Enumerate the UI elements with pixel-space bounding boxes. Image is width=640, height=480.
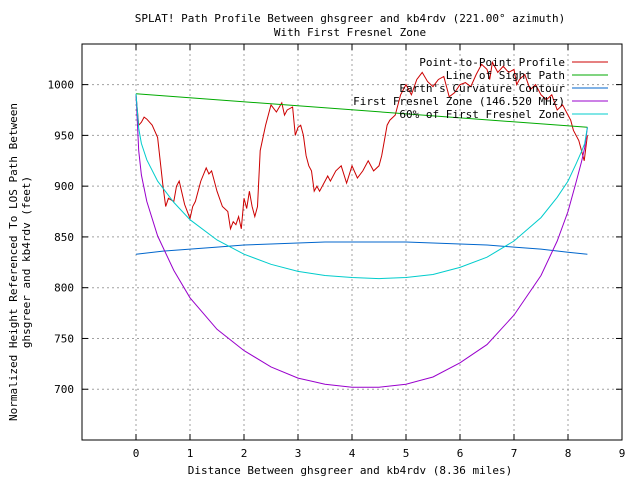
chart-subtitle: With First Fresnel Zone bbox=[274, 26, 426, 39]
plot-frame bbox=[81, 43, 623, 441]
x-tick-label: 7 bbox=[511, 447, 518, 460]
chart-title: SPLAT! Path Profile Between ghsgreer and… bbox=[135, 12, 565, 25]
x-tick-label: 2 bbox=[241, 447, 248, 460]
y-tick-label: 950 bbox=[54, 129, 74, 142]
x-tick-label: 4 bbox=[349, 447, 356, 460]
y-tick-label: 850 bbox=[54, 231, 74, 244]
y-axis-label-line-1: Normalized Height Referenced To LOS Path… bbox=[7, 103, 20, 421]
y-tick-label: 1000 bbox=[48, 79, 75, 92]
series-line-2 bbox=[135, 241, 588, 255]
x-tick-label: 3 bbox=[295, 447, 302, 460]
legend-label-0: Point-to-Point Profile bbox=[419, 56, 565, 69]
y-tick-label: 700 bbox=[54, 383, 74, 396]
legend-label-2: Earth's Curvature Contour bbox=[399, 82, 565, 95]
axis-ticks: 0 1 2 3 4 5 6 7 8 9 700 750 800 850 900 950 1000 bbox=[48, 44, 626, 460]
series-line-3 bbox=[135, 93, 588, 388]
legend-label-4: 60% of First Fresnel Zone bbox=[399, 108, 565, 121]
y-tick-label: 750 bbox=[54, 332, 74, 345]
x-tick-label: 1 bbox=[187, 447, 194, 460]
x-tick-label: 9 bbox=[619, 447, 626, 460]
x-tick-label: 5 bbox=[403, 447, 410, 460]
series-line-0 bbox=[135, 60, 588, 231]
legend-label-1: Line of Sight Path bbox=[446, 69, 565, 82]
series-line-4 bbox=[135, 93, 588, 280]
legend-label-3: First Fresnel Zone (146.520 MHz) bbox=[353, 95, 565, 108]
series-line-1 bbox=[135, 93, 588, 128]
x-tick-label: 8 bbox=[565, 447, 572, 460]
y-tick-label: 800 bbox=[54, 282, 74, 295]
x-tick-label: 0 bbox=[133, 447, 140, 460]
x-axis-label: Distance Between ghsgreer and kb4rdv (8.… bbox=[188, 464, 513, 477]
y-tick-label: 900 bbox=[54, 180, 74, 193]
grid bbox=[82, 44, 623, 440]
series-lines bbox=[135, 60, 588, 388]
x-tick-label: 6 bbox=[457, 447, 464, 460]
y-axis-label-line-2: ghsgreer and kb4rdv (feet) bbox=[20, 176, 33, 348]
